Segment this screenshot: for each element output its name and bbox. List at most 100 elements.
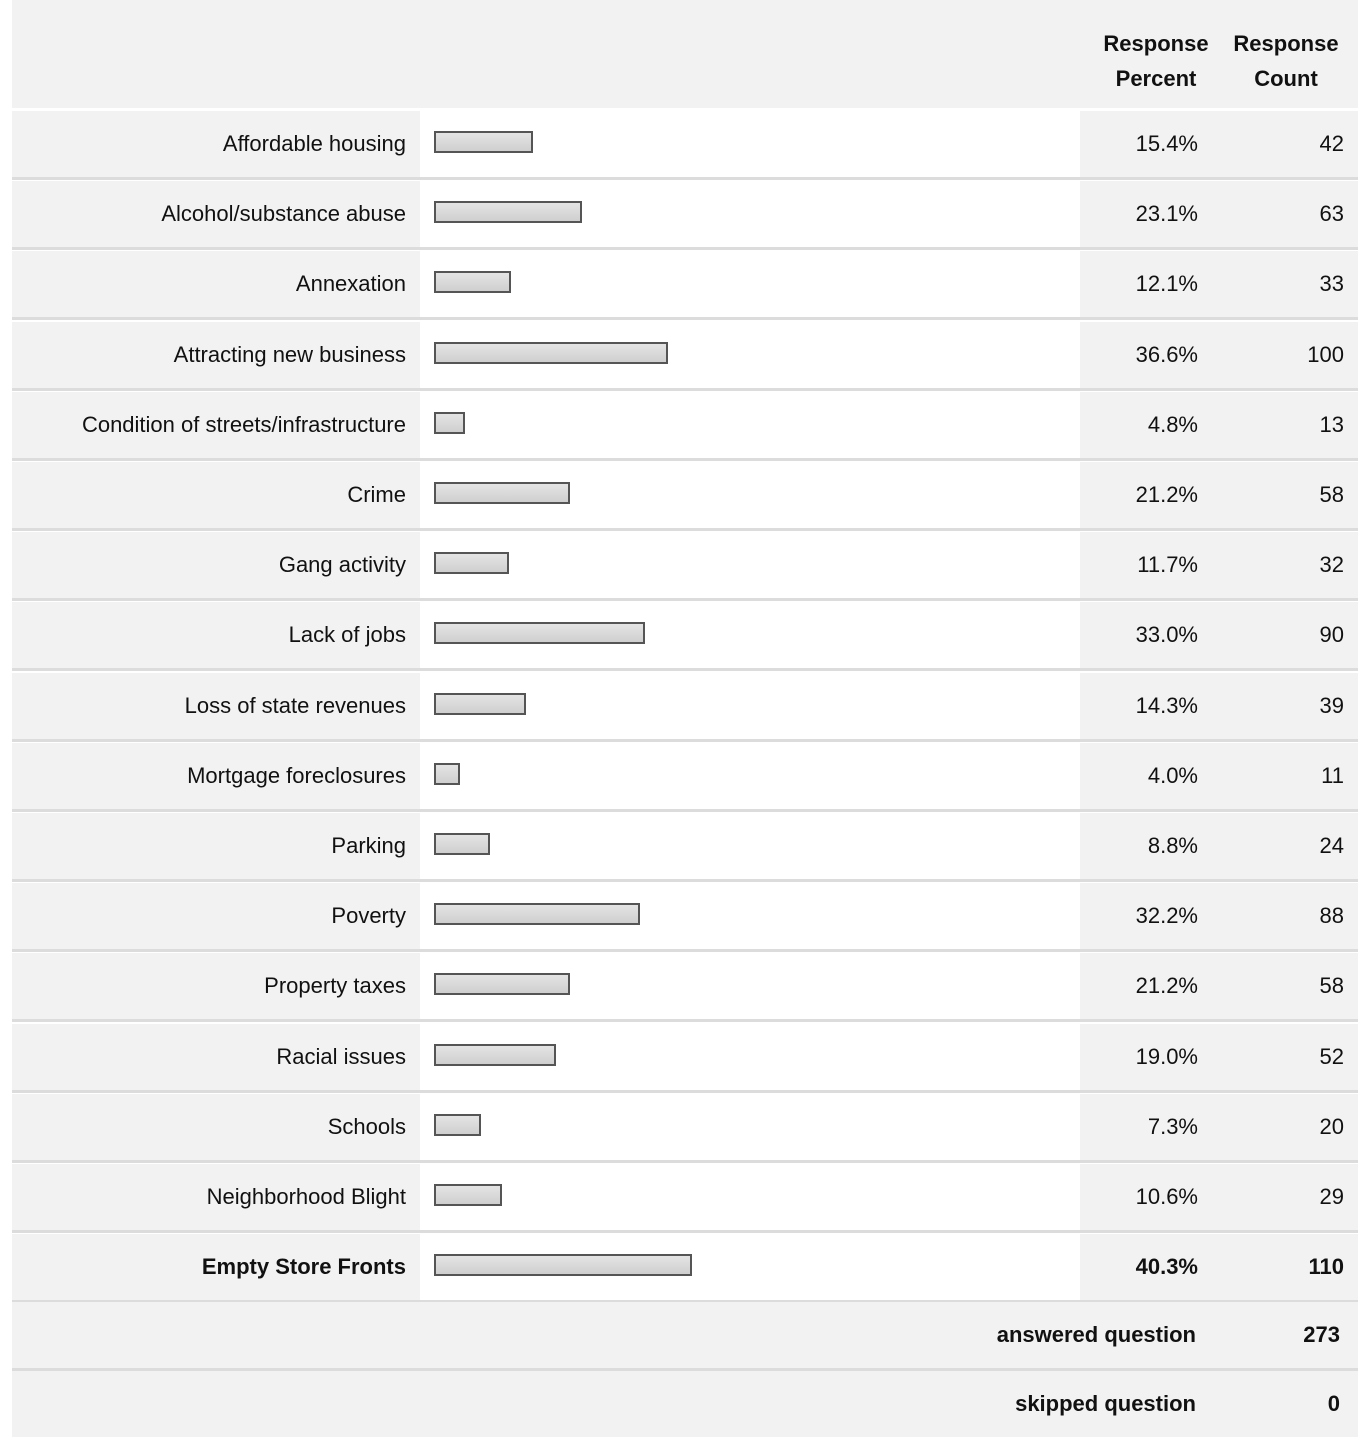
table-row: Poverty 32.2% 88 [12,883,1358,952]
bar-cell [420,251,1080,317]
response-bar [434,201,582,223]
response-count-header: Response Count [1226,26,1346,96]
response-count: 11 [1321,763,1344,788]
response-count: 20 [1319,1114,1344,1139]
response-bar [434,1184,502,1206]
response-count: 52 [1319,1044,1344,1069]
response-bar [434,131,533,153]
table-row: Parking 8.8% 24 [12,813,1358,882]
table-row: Loss of state revenues 14.3% 39 [12,673,1358,742]
table-row: Lack of jobs 33.0% 90 [12,602,1358,671]
category-label: Property taxes [264,973,406,998]
bar-cell [420,111,1080,177]
category-label: Mortgage foreclosures [187,763,406,788]
response-count: 63 [1319,201,1344,226]
table-row: Empty Store Fronts 40.3% 110 [12,1234,1358,1303]
bar-cell [420,953,1080,1019]
table-header: Response Percent Response Count [12,0,1358,108]
skipped-question-row: skipped question 0 [12,1371,1358,1437]
response-count: 32 [1319,552,1344,577]
response-percent: 7.3% [1147,1114,1198,1139]
response-percent-header: Response Percent [1086,26,1226,96]
response-count: 90 [1319,622,1344,647]
response-percent: 19.0% [1135,1044,1198,1069]
response-count: 39 [1319,693,1344,718]
response-bar [434,271,511,293]
response-bar [434,412,465,434]
response-count: 33 [1319,271,1344,296]
table-row: Alcohol/substance abuse 23.1% 63 [12,181,1358,250]
answered-question-row: answered question 273 [12,1302,1358,1371]
response-count: 100 [1307,342,1344,367]
table-row: Neighborhood Blight 10.6% 29 [12,1164,1358,1233]
response-bar [434,482,570,504]
table-row: Gang activity 11.7% 32 [12,532,1358,601]
response-percent: 21.2% [1135,973,1198,998]
header-count-line2: Count [1254,66,1318,91]
category-label: Affordable housing [222,131,406,156]
skipped-question-value: 0 [1327,1391,1340,1416]
response-bar [434,693,526,715]
response-bar [434,973,570,995]
response-percent: 33.0% [1135,622,1198,647]
category-label: Annexation [295,271,406,296]
response-percent: 10.6% [1135,1184,1198,1209]
response-percent: 12.1% [1135,271,1198,296]
table-row: Affordable housing 15.4% 42 [12,111,1358,180]
response-bar [434,763,460,785]
response-count: 110 [1308,1254,1345,1279]
category-label: Gang activity [278,552,406,577]
bar-cell [420,883,1080,949]
bar-cell [420,322,1080,388]
table-row: Attracting new business 36.6% 100 [12,322,1358,391]
response-bar [434,1114,481,1136]
response-count: 42 [1319,131,1344,156]
answered-question-label: answered question [996,1322,1196,1347]
response-count: 24 [1319,833,1344,858]
bar-cell [420,462,1080,528]
bar-cell [420,1164,1080,1230]
category-label: Condition of streets/infrastructure [81,412,406,437]
category-label: Empty Store Fronts [201,1254,406,1279]
bar-cell [420,602,1080,668]
table-row: Racial issues 19.0% 52 [12,1024,1358,1093]
table-row: Crime 21.2% 58 [12,462,1358,531]
response-count: 13 [1319,412,1344,437]
category-label: Poverty [331,903,406,928]
header-percent-line1: Response [1103,31,1209,56]
response-percent: 21.2% [1135,482,1198,507]
skipped-question-label: skipped question [1015,1391,1196,1416]
response-bar [434,552,509,574]
response-percent: 40.3% [1135,1254,1198,1279]
table-row: Property taxes 21.2% 58 [12,953,1358,1022]
category-label: Lack of jobs [288,622,406,647]
response-count: 29 [1319,1184,1344,1209]
response-percent: 36.6% [1135,342,1198,367]
response-percent: 32.2% [1135,903,1198,928]
bar-cell [420,392,1080,458]
bar-cell [420,181,1080,247]
category-label: Loss of state revenues [184,693,406,718]
response-count: 88 [1319,903,1344,928]
response-bar [434,903,640,925]
bar-cell [420,1234,1080,1300]
bar-cell [420,1024,1080,1090]
category-label: Crime [347,482,406,507]
response-percent: 4.8% [1147,412,1198,437]
response-count: 58 [1319,973,1344,998]
response-percent: 15.4% [1135,131,1198,156]
response-percent: 8.8% [1147,833,1198,858]
category-label: Racial issues [276,1044,406,1069]
table-row: Schools 7.3% 20 [12,1094,1358,1163]
bar-cell [420,743,1080,809]
response-percent: 23.1% [1135,201,1198,226]
response-percent: 14.3% [1135,693,1198,718]
header-percent-line2: Percent [1115,66,1197,91]
table-row: Annexation 12.1% 33 [12,251,1358,320]
bar-cell [420,673,1080,739]
category-label: Neighborhood Blight [206,1184,406,1209]
response-count: 58 [1319,482,1344,507]
category-label: Attracting new business [173,342,406,367]
response-bar [434,833,490,855]
response-bar [434,342,668,364]
